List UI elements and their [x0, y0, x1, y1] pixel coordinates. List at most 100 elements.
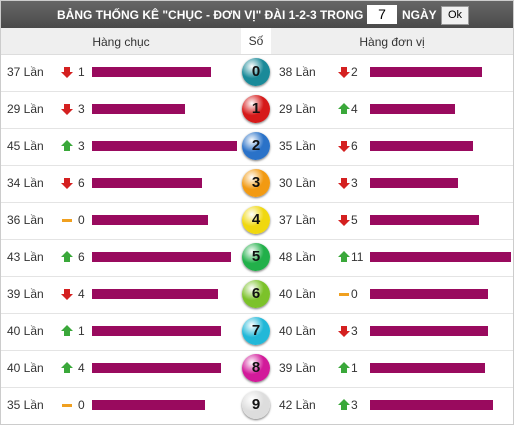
stat-row: 40 Lần 4 39 Lần 1 8	[1, 350, 513, 388]
trend-icon-down	[61, 67, 73, 78]
digit-label: 0	[251, 63, 261, 80]
trend-icon-down	[338, 141, 350, 152]
tens-delta: 4	[78, 361, 85, 375]
units-bar	[370, 67, 482, 77]
digit-ball: 4	[242, 206, 270, 234]
trend-icon-down	[61, 104, 73, 115]
units-count-label: 37 Lần	[279, 213, 316, 227]
digit-header: Số	[241, 28, 271, 54]
trend-icon-down	[61, 289, 73, 300]
units-count-label: 40 Lần	[279, 324, 316, 338]
trend-icon-down	[338, 178, 350, 189]
units-delta: 2	[351, 65, 358, 79]
units-header: Hàng đơn vị	[359, 35, 425, 49]
tens-bar	[92, 400, 205, 410]
tens-delta: 0	[78, 398, 85, 412]
units-bar	[370, 215, 479, 225]
tens-count-label: 40 Lần	[7, 361, 44, 375]
tens-bar	[92, 67, 212, 77]
tens-bar	[92, 363, 221, 373]
tens-bar	[92, 178, 202, 188]
trend-icon-up	[61, 362, 73, 373]
stat-row: 39 Lần 4 40 Lần 0 6	[1, 276, 513, 314]
digit-ball: 2	[242, 132, 270, 160]
tens-count-label: 35 Lần	[7, 398, 44, 412]
digit-ball: 7	[242, 317, 270, 345]
units-count-label: 39 Lần	[279, 361, 316, 375]
header-bar: BẢNG THỐNG KÊ "CHỤC - ĐƠN VỊ" ĐÀI 1-2-3 …	[1, 1, 513, 28]
trend-icon-down	[61, 178, 73, 189]
trend-icon-up	[338, 362, 350, 373]
digit-ball: 5	[242, 243, 270, 271]
tens-count-label: 39 Lần	[7, 287, 44, 301]
units-count-label: 35 Lần	[279, 139, 316, 153]
units-bar	[370, 178, 459, 188]
digit-label: 5	[251, 248, 261, 265]
trend-icon-up	[61, 251, 73, 262]
digit-ball: 0	[242, 58, 270, 86]
trend-icon-down	[338, 215, 350, 226]
units-bar	[370, 252, 511, 262]
trend-icon-flat	[62, 404, 72, 407]
digit-ball: 6	[242, 280, 270, 308]
digit-label: 4	[251, 211, 261, 228]
column-header: Hàng chục Số Hàng đơn vị	[1, 28, 513, 55]
tens-bar	[92, 289, 218, 299]
units-delta: 11	[351, 250, 364, 264]
trend-icon-up	[61, 140, 73, 151]
tens-bar	[92, 141, 237, 151]
digit-label: 1	[251, 100, 261, 117]
stat-row: 35 Lần 0 42 Lần 3 9	[1, 387, 513, 424]
tens-delta: 6	[78, 176, 85, 190]
tens-count-label: 29 Lần	[7, 102, 44, 116]
units-count-label: 40 Lần	[279, 287, 316, 301]
tens-delta: 1	[78, 324, 85, 338]
digit-ball: 1	[242, 95, 270, 123]
tens-delta: 4	[78, 287, 85, 301]
units-delta: 4	[351, 102, 358, 116]
tens-delta: 3	[78, 102, 85, 116]
trend-icon-flat	[62, 219, 72, 222]
trend-icon-up	[338, 103, 350, 114]
units-bar	[370, 326, 488, 336]
days-unit: NGÀY	[402, 8, 437, 22]
stat-row: 43 Lần 6 48 Lần 11 5	[1, 239, 513, 277]
trend-icon-up	[61, 325, 73, 336]
digit-label: 9	[251, 396, 261, 413]
trend-icon-up	[338, 251, 350, 262]
header-title: BẢNG THỐNG KÊ "CHỤC - ĐƠN VỊ" ĐÀI 1-2-3 …	[57, 8, 364, 22]
stat-row: 45 Lần 3 35 Lần 6 2	[1, 128, 513, 166]
trend-icon-down	[338, 67, 350, 78]
tens-count-label: 45 Lần	[7, 139, 44, 153]
units-delta: 3	[351, 176, 358, 190]
units-bar	[370, 289, 488, 299]
digit-label: 3	[251, 174, 261, 191]
trend-icon-up	[338, 399, 350, 410]
digit-ball: 3	[242, 169, 270, 197]
days-input[interactable]: 7	[367, 5, 397, 24]
trend-icon-flat	[339, 293, 349, 296]
stat-row: 29 Lần 3 29 Lần 4 1	[1, 91, 513, 129]
units-bar	[370, 141, 473, 151]
units-count-label: 48 Lần	[279, 250, 316, 264]
tens-delta: 6	[78, 250, 85, 264]
units-delta: 5	[351, 213, 358, 227]
tens-count-label: 34 Lần	[7, 176, 44, 190]
units-count-label: 30 Lần	[279, 176, 316, 190]
units-bar	[370, 363, 485, 373]
ok-button[interactable]: Ok	[441, 6, 469, 25]
stat-row: 34 Lần 6 30 Lần 3 3	[1, 165, 513, 203]
stat-row: 40 Lần 1 40 Lần 3 7	[1, 313, 513, 351]
trend-icon-down	[338, 326, 350, 337]
stat-row: 37 Lần 1 38 Lần 2 0	[1, 54, 513, 92]
digit-label: 2	[251, 137, 261, 154]
units-delta: 3	[351, 398, 358, 412]
units-delta: 6	[351, 139, 358, 153]
tens-delta: 0	[78, 213, 85, 227]
digit-ball: 8	[242, 354, 270, 382]
units-delta: 3	[351, 324, 358, 338]
units-bar	[370, 104, 456, 114]
digit-label: 6	[251, 285, 261, 302]
tens-count-label: 43 Lần	[7, 250, 44, 264]
